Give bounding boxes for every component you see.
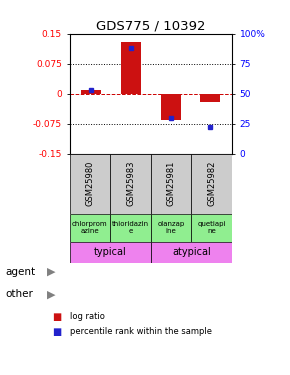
Bar xyxy=(200,94,220,102)
Text: chlorprom
azine: chlorprom azine xyxy=(72,221,108,234)
Text: quetiapi
ne: quetiapi ne xyxy=(197,221,226,234)
Bar xyxy=(70,154,110,214)
Bar xyxy=(191,214,232,242)
Bar xyxy=(110,154,151,214)
Bar xyxy=(161,94,180,120)
Bar xyxy=(110,214,151,242)
Bar xyxy=(151,154,191,214)
Text: typical: typical xyxy=(94,247,126,257)
Text: percentile rank within the sample: percentile rank within the sample xyxy=(70,327,212,336)
Text: ▶: ▶ xyxy=(46,267,55,277)
Text: agent: agent xyxy=(6,267,36,277)
Title: GDS775 / 10392: GDS775 / 10392 xyxy=(96,20,206,33)
Text: other: other xyxy=(6,290,34,299)
Bar xyxy=(151,242,232,262)
Bar xyxy=(70,214,110,242)
Text: GSM25981: GSM25981 xyxy=(166,161,176,206)
Text: ▶: ▶ xyxy=(46,290,55,299)
Bar xyxy=(70,242,151,262)
Bar xyxy=(81,90,101,94)
Text: thioridazin
e: thioridazin e xyxy=(112,221,149,234)
Text: olanzap
ine: olanzap ine xyxy=(157,221,185,234)
Text: ■: ■ xyxy=(52,312,61,322)
Text: GSM25980: GSM25980 xyxy=(85,161,95,206)
Bar xyxy=(191,154,232,214)
Bar xyxy=(121,42,141,94)
Text: log ratio: log ratio xyxy=(70,312,104,321)
Text: GSM25983: GSM25983 xyxy=(126,161,135,207)
Bar xyxy=(151,214,191,242)
Text: atypical: atypical xyxy=(172,247,211,257)
Text: ■: ■ xyxy=(52,327,61,337)
Text: GSM25982: GSM25982 xyxy=(207,161,216,206)
